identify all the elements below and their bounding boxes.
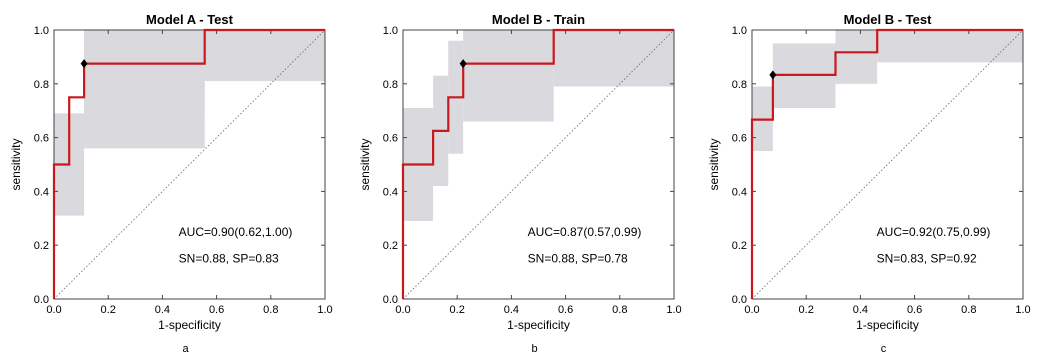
x-tick-label: 0.2 xyxy=(450,304,465,316)
x-tick-label: 1.0 xyxy=(1015,304,1030,316)
operating-point-marker xyxy=(80,59,88,69)
x-tick-label: 0.0 xyxy=(744,304,759,316)
panel-label: c xyxy=(881,343,887,355)
y-tick-label: 0.6 xyxy=(383,133,398,145)
y-tick-label: 0.0 xyxy=(34,294,49,306)
y-tick-label: 0.4 xyxy=(383,186,398,198)
y-axis-label: sensitivity xyxy=(358,138,372,190)
x-axis-label: 1-specificity xyxy=(507,318,570,332)
ci-band-segment xyxy=(553,30,674,87)
roc-curve xyxy=(401,28,674,299)
y-tick-label: 1.0 xyxy=(732,25,747,37)
y-tick-label: 0.4 xyxy=(34,186,49,198)
y-tick-label: 0.6 xyxy=(34,133,49,145)
x-tick-label: 0.4 xyxy=(155,304,170,316)
chart-title: Model A - Test xyxy=(146,12,234,27)
ci-band-segment xyxy=(877,30,1023,63)
auc-annotation: AUC=0.90(0.62,1.00) xyxy=(179,225,293,239)
sn-sp-annotation: SN=0.83, SP=0.92 xyxy=(877,252,977,266)
panel-model-b-test: 0.0 0.2 0.4 0.6 0.8 1.0 0.0 0.2 0.4 0.6 0.8 1.0 Mode… xyxy=(707,12,1031,355)
auc-annotation: AUC=0.87(0.57,0.99) xyxy=(528,225,642,239)
y-tick-label: 0.2 xyxy=(383,240,398,252)
x-tick-label: 0.4 xyxy=(504,304,519,316)
y-tick-label: 1.0 xyxy=(34,25,49,37)
y-tick-label: 1.0 xyxy=(383,25,398,37)
x-axis-label: 1-specificity xyxy=(856,318,919,332)
sn-sp-annotation: SN=0.88, SP=0.83 xyxy=(179,252,279,266)
sn-sp-annotation: SN=0.88, SP=0.78 xyxy=(528,252,628,266)
x-tick-label: 0.0 xyxy=(395,304,410,316)
ci-band-segment xyxy=(204,30,325,82)
y-tick-label: 0.4 xyxy=(732,186,747,198)
chance-diagonal xyxy=(53,29,326,300)
x-tick-label: 0.6 xyxy=(558,304,573,316)
chart-title: Model B - Train xyxy=(492,12,585,27)
panel-model-b-train: 0.0 0.2 0.4 0.6 0.8 1.0 0.0 0.2 0.4 0.6 0.8 1.0 Mode… xyxy=(358,12,682,355)
auc-annotation: AUC=0.92(0.75,0.99) xyxy=(877,225,991,239)
roc-curve xyxy=(52,28,325,299)
y-tick-label: 0.8 xyxy=(383,79,398,91)
x-tick-label: 0.2 xyxy=(101,304,116,316)
ci-band-segment xyxy=(84,30,205,114)
y-tick-label: 0.2 xyxy=(34,240,49,252)
operating-point-marker xyxy=(459,59,467,69)
y-axis-label: sensitivity xyxy=(9,138,23,190)
ci-band-segment xyxy=(835,30,878,84)
panel-label: a xyxy=(182,343,189,355)
x-tick-label: 0.8 xyxy=(263,304,278,316)
x-tick-label: 0.8 xyxy=(961,304,976,316)
x-tick-label: 0.2 xyxy=(799,304,814,316)
y-tick-label: 0.2 xyxy=(732,240,747,252)
x-tick-label: 0.6 xyxy=(209,304,224,316)
y-axis-label: sensitivity xyxy=(707,138,721,190)
x-tick-label: 0.0 xyxy=(46,304,61,316)
x-tick-label: 1.0 xyxy=(317,304,332,316)
chance-diagonal xyxy=(402,29,675,300)
y-tick-label: 0.8 xyxy=(732,79,747,91)
x-tick-label: 0.6 xyxy=(907,304,922,316)
x-axis-label: 1-specificity xyxy=(158,318,221,332)
x-tick-label: 0.4 xyxy=(853,304,868,316)
panel-label: b xyxy=(531,343,537,355)
operating-point-marker xyxy=(769,70,777,80)
x-tick-label: 0.8 xyxy=(612,304,627,316)
chance-diagonal xyxy=(751,29,1024,300)
ci-band-segment xyxy=(463,30,554,122)
y-tick-label: 0.6 xyxy=(732,133,747,145)
y-tick-label: 0.0 xyxy=(383,294,398,306)
x-tick-label: 1.0 xyxy=(666,304,681,316)
panel-model-a-test: 0.0 0.2 0.4 0.6 0.8 1.0 0.0 0.2 0.4 0.6 0.8 1.0 Mode… xyxy=(9,12,333,355)
roc-curve xyxy=(750,28,1023,299)
y-tick-label: 0.8 xyxy=(34,79,49,91)
chart-title: Model B - Test xyxy=(844,12,933,27)
y-tick-label: 0.0 xyxy=(732,294,747,306)
